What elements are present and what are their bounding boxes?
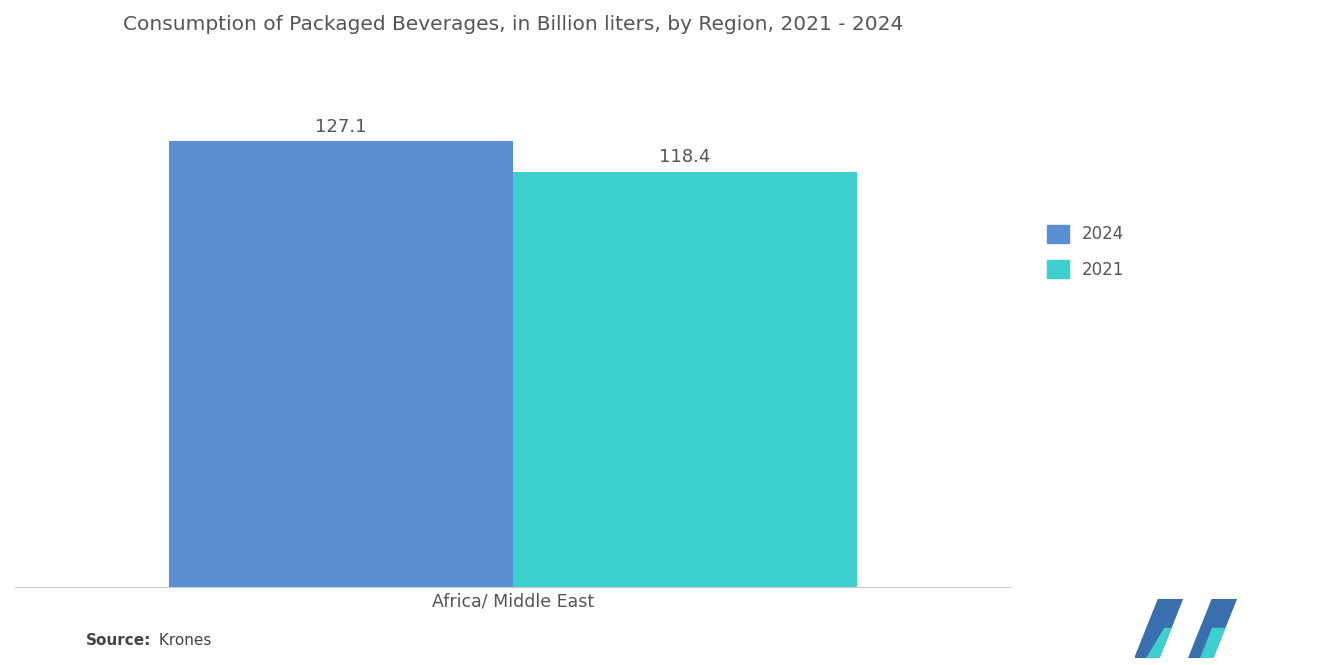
Title: Consumption of Packaged Beverages, in Billion liters, by Region, 2021 - 2024: Consumption of Packaged Beverages, in Bi… <box>123 15 903 34</box>
Polygon shape <box>1135 598 1183 658</box>
Polygon shape <box>1201 628 1225 658</box>
Text: Krones: Krones <box>154 633 211 648</box>
Text: 118.4: 118.4 <box>659 148 710 166</box>
Text: 127.1: 127.1 <box>315 118 367 136</box>
Polygon shape <box>1147 628 1171 658</box>
Bar <box>169 141 512 587</box>
Text: Source:: Source: <box>86 633 152 648</box>
Legend: 2024, 2021: 2024, 2021 <box>1039 216 1133 287</box>
Bar <box>512 172 857 587</box>
Polygon shape <box>1188 598 1237 658</box>
